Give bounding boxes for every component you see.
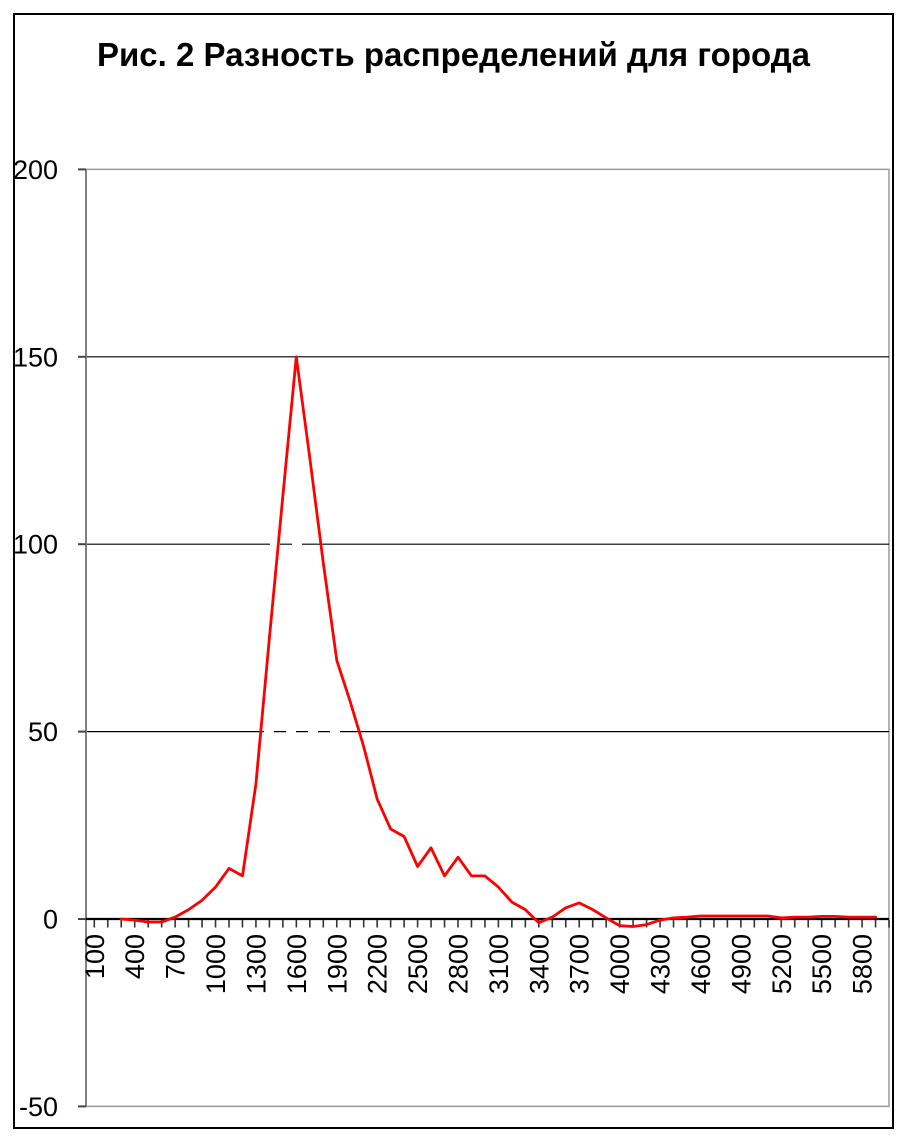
x-tick-label: 5800 xyxy=(848,934,878,994)
x-tick-label: 1000 xyxy=(201,934,231,994)
y-tick-label: 150 xyxy=(13,342,58,372)
chart-frame xyxy=(13,13,894,1129)
y-tick-label: 100 xyxy=(13,530,58,560)
x-tick-label: 400 xyxy=(120,934,150,979)
x-tick-label: 3100 xyxy=(484,934,514,994)
x-tick-label: 2800 xyxy=(443,934,473,994)
x-tick-label: 100 xyxy=(80,934,110,979)
x-tick-label: 5200 xyxy=(767,934,797,994)
x-tick-label: 3400 xyxy=(524,934,554,994)
x-tick-label: 700 xyxy=(161,934,191,979)
x-tick-label: 4300 xyxy=(646,934,676,994)
x-tick-label: 3700 xyxy=(565,934,595,994)
x-tick-label: 4900 xyxy=(726,934,756,994)
x-tick-label: 4600 xyxy=(686,934,716,994)
x-tick-label: 2200 xyxy=(363,934,393,994)
x-tick-label: 1900 xyxy=(322,934,352,994)
x-tick-label: 1600 xyxy=(282,934,312,994)
plot-border xyxy=(86,168,890,1108)
y-tick-label: 0 xyxy=(43,905,58,935)
series-line xyxy=(119,355,877,928)
y-tick-label: -50 xyxy=(19,1092,58,1122)
y-tick-label: 50 xyxy=(28,717,58,747)
x-tick-label: 2500 xyxy=(403,934,433,994)
x-tick-label: 4000 xyxy=(605,934,635,994)
chart-title: Рис. 2 Разность распределений для города xyxy=(96,36,810,73)
x-tick-label: 1300 xyxy=(241,934,271,994)
x-tick-label: 5500 xyxy=(807,934,837,994)
y-tick-label: 200 xyxy=(13,155,58,185)
